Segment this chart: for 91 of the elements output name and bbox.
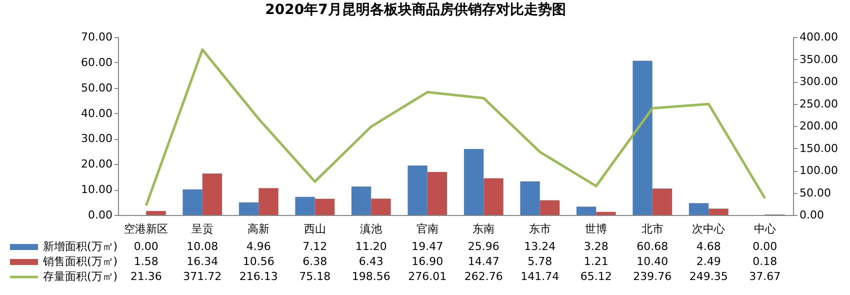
x-tick-label: 中心 (754, 222, 776, 236)
data-label: 10.56 (242, 255, 274, 268)
bar (202, 173, 222, 215)
y-tick-label: 70.00 (81, 30, 112, 44)
bar (688, 203, 709, 215)
x-tick-label: 北市 (641, 222, 664, 236)
bar (371, 198, 391, 215)
bar (540, 200, 560, 215)
line-series (144, 48, 766, 207)
data-label: 1.21 (584, 255, 608, 268)
data-label: 10.40 (636, 255, 668, 268)
bar (652, 188, 672, 215)
data-label: 60.68 (636, 240, 668, 253)
data-label: 141.74 (520, 270, 560, 283)
y2-tick-label: 50.00 (800, 186, 831, 200)
data-label: 3.28 (584, 240, 608, 253)
legend-label: 存量面积(万㎡) (43, 270, 118, 283)
data-label: 6.43 (358, 255, 384, 268)
x-tick-label: 官南 (416, 222, 438, 236)
bar (427, 172, 448, 215)
data-label: 25.96 (468, 240, 500, 253)
data-label: 19.47 (412, 240, 444, 253)
y2-tick-label: 100.00 (800, 164, 838, 177)
bar (576, 206, 596, 215)
y-tick-label: 20.00 (81, 158, 112, 171)
bar (351, 186, 372, 215)
data-label: 0.00 (752, 240, 778, 253)
bar (258, 188, 278, 215)
data-label: 239.76 (633, 270, 672, 283)
data-label: 0.00 (134, 240, 158, 253)
data-label: 21.36 (130, 270, 162, 283)
data-label: 1.58 (134, 255, 158, 268)
x-tick-label: 世博 (585, 222, 608, 236)
bar (314, 198, 335, 215)
data-label: 6.38 (302, 255, 328, 268)
y2-tick-label: 300.00 (800, 75, 838, 88)
data-label: 5.78 (528, 255, 552, 268)
y-tick-label: 0.00 (88, 208, 112, 222)
chart-title: 2020年7月昆明各板块商品房供销存对比走势图 (265, 1, 566, 18)
x-tick-label: 西山 (304, 222, 326, 236)
x-tick-label: 滇池 (360, 222, 382, 236)
data-label: 14.47 (468, 255, 500, 268)
data-label: 7.12 (302, 240, 328, 253)
data-label: 262.76 (464, 270, 503, 283)
y2-tick-label: 200.00 (800, 120, 838, 132)
legend-label: 新增面积(万㎡) (43, 240, 118, 253)
data-label: 198.56 (352, 270, 390, 283)
data-label: 75.18 (299, 270, 331, 283)
y2-tick-label: 250.00 (800, 97, 838, 110)
bar (520, 181, 540, 215)
x-tick-label: 东市 (528, 222, 551, 236)
data-label: 10.08 (186, 240, 218, 253)
data-label: 16.90 (412, 255, 444, 268)
x-tick-label: 呈贡 (191, 222, 214, 236)
data-label: 2.49 (696, 255, 721, 268)
legend-label: 销售面积(万㎡) (42, 255, 118, 268)
data-label: 37.67 (749, 270, 781, 283)
data-label: 4.68 (696, 240, 721, 253)
bar (632, 60, 652, 215)
data-label: 276.01 (408, 270, 447, 283)
bar (295, 196, 315, 215)
x-tick-label: 次中心 (692, 222, 726, 236)
y-tick-label: 40.00 (81, 106, 112, 120)
y-tick-label: 50.00 (81, 81, 112, 94)
data-label: 4.96 (246, 240, 271, 253)
data-label: 0.18 (752, 255, 778, 268)
y-tick-label: 10.00 (81, 183, 112, 196)
y2-tick-label: 0.00 (800, 208, 824, 222)
data-label: 371.72 (183, 270, 222, 283)
y-tick-label: 30.00 (81, 132, 112, 146)
bar (408, 165, 428, 215)
y-tick-label: 60.00 (81, 56, 112, 69)
bar (464, 148, 484, 215)
x-tick-label: 东南 (472, 222, 495, 236)
data-label: 65.12 (580, 270, 612, 283)
bar (146, 210, 166, 215)
x-tick-label: 高新 (248, 222, 270, 236)
bar (484, 178, 504, 215)
data-label: 249.35 (689, 270, 728, 283)
data-label: 216.13 (239, 270, 278, 283)
data-label: 11.20 (355, 240, 387, 253)
data-label: 13.24 (524, 240, 556, 253)
bar (182, 189, 202, 215)
x-tick-label: 空港新区 (124, 222, 168, 236)
bar (596, 212, 616, 215)
y2-tick-label: 400.00 (800, 30, 838, 44)
y2-tick-label: 150.00 (800, 142, 838, 155)
bar (708, 208, 728, 215)
bar (238, 202, 259, 215)
data-label: 16.34 (186, 255, 218, 268)
y2-tick-label: 350.00 (800, 52, 838, 66)
